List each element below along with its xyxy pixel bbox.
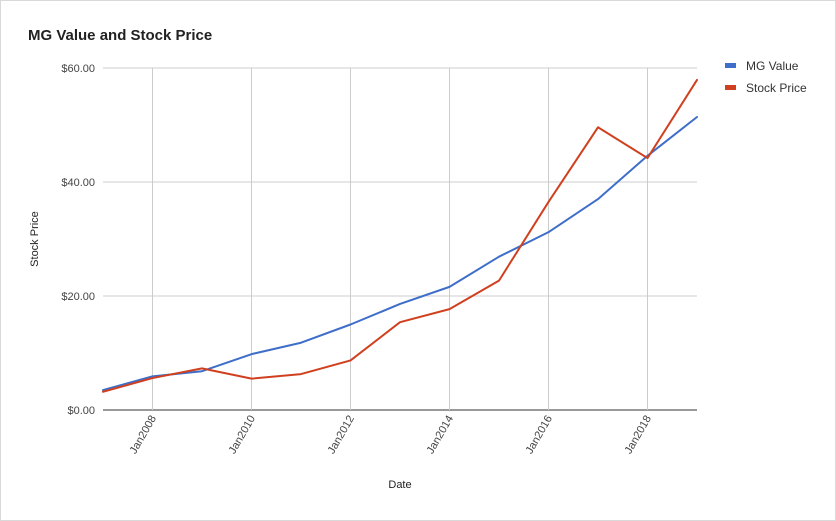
legend-swatch (725, 85, 736, 90)
y-tick-label: $40.00 (61, 177, 95, 189)
x-tick-label: Jan2018 (623, 414, 655, 457)
x-tick-label: Jan2008 (128, 414, 160, 457)
legend-entry[interactable]: Stock Price (746, 81, 807, 95)
x-tick-label: Jan2010 (227, 414, 259, 457)
y-tick-label: $20.00 (61, 291, 95, 303)
y-tick-label: $0.00 (67, 405, 95, 417)
legend-swatch (725, 63, 736, 68)
series-line-mg-value (102, 116, 698, 392)
x-tick-label: Jan2012 (326, 414, 358, 457)
x-tick-label: Jan2014 (425, 414, 457, 457)
y-axis-title: Stock Price (29, 211, 41, 267)
x-tick-label: Jan2016 (524, 414, 556, 457)
y-tick-label: $60.00 (61, 63, 95, 75)
x-axis-title: Date (388, 479, 411, 491)
chart-title: MG Value and Stock Price (28, 27, 213, 44)
series-line-stock-price (102, 78, 698, 393)
legend-entry[interactable]: MG Value (746, 59, 799, 73)
